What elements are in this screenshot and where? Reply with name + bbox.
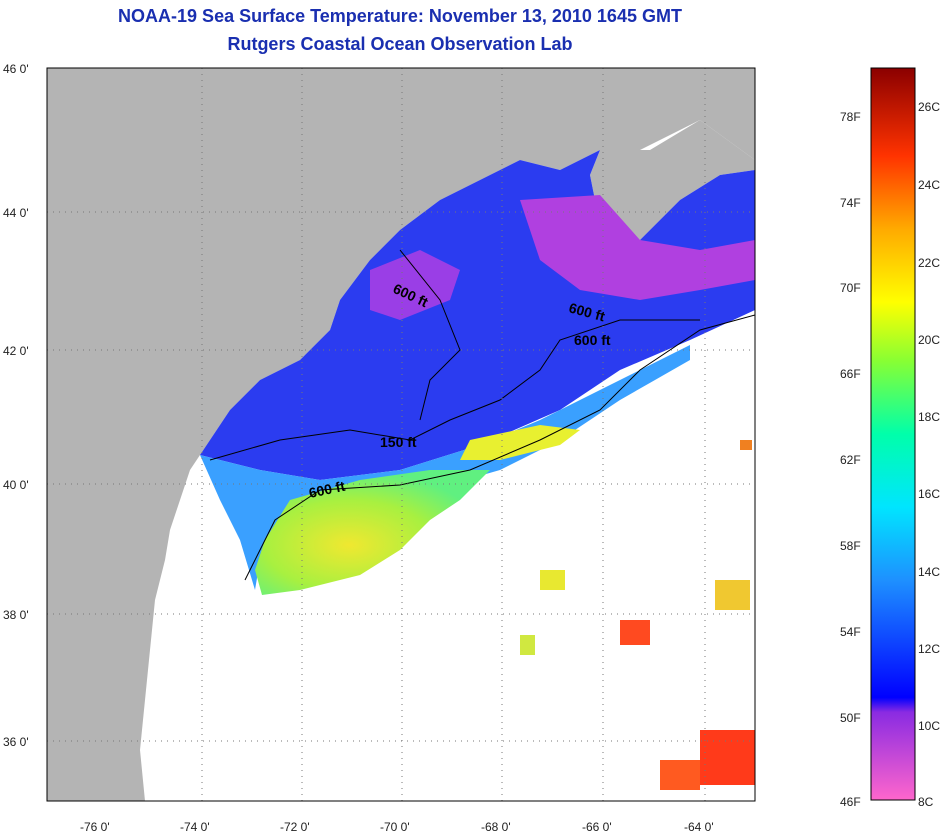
celsius-label: 24C	[918, 178, 940, 192]
celsius-label: 14C	[918, 565, 940, 579]
graticule	[47, 68, 755, 801]
fahrenheit-label: 46F	[840, 795, 861, 809]
fahrenheit-label: 70F	[840, 281, 861, 295]
warm-eddy-patches	[520, 440, 755, 790]
sst-warm-band	[460, 425, 580, 460]
celsius-label: 12C	[918, 642, 940, 656]
celsius-label: 22C	[918, 256, 940, 270]
fahrenheit-label: 50F	[840, 711, 861, 725]
celsius-label: 26C	[918, 100, 940, 114]
sst-warm-water	[255, 470, 490, 595]
lat-tick-label: 38 0'	[3, 608, 29, 622]
lon-tick-label: -64 0'	[684, 820, 714, 834]
celsius-label: 10C	[918, 719, 940, 733]
fahrenheit-label: 58F	[840, 539, 861, 553]
lon-tick-label: -66 0'	[582, 820, 612, 834]
sst-cool-patch-2	[370, 250, 460, 320]
celsius-label: 20C	[918, 333, 940, 347]
lon-tick-label: -74 0'	[180, 820, 210, 834]
lon-tick-label: -76 0'	[80, 820, 110, 834]
contour-label: 150 ft	[380, 434, 417, 450]
fahrenheit-label: 54F	[840, 625, 861, 639]
lat-tick-label: 36 0'	[3, 735, 29, 749]
land-mass	[47, 68, 755, 801]
fahrenheit-label: 78F	[840, 110, 861, 124]
sst-cold-water	[200, 150, 755, 480]
map-panel: 600 ft 600 ft 600 ft 150 ft 600 ft 46 0'…	[3, 62, 756, 834]
bathymetry-contours	[209, 249, 755, 581]
fahrenheit-label: 66F	[840, 367, 861, 381]
colorbar-gradient	[870, 67, 916, 801]
latitude-axis: 46 0' 44 0' 42 0' 40 0' 38 0' 36 0'	[3, 62, 29, 749]
lon-tick-label: -72 0'	[280, 820, 310, 834]
temperature-colorbar: 78F 74F 70F 66F 62F 58F 54F 50F 46F 26C …	[840, 67, 940, 809]
nova-scotia	[590, 120, 755, 250]
lat-tick-label: 42 0'	[3, 344, 29, 358]
celsius-label: 16C	[918, 487, 940, 501]
map-frame	[46, 67, 756, 802]
lat-tick-label: 40 0'	[3, 478, 29, 492]
celsius-label: 8C	[918, 795, 934, 809]
celsius-scale: 26C 24C 22C 20C 18C 16C 14C 12C 10C 8C	[918, 100, 940, 809]
map-title: NOAA-19 Sea Surface Temperature: Novembe…	[118, 6, 682, 26]
celsius-label: 18C	[918, 410, 940, 424]
map-subtitle: Rutgers Coastal Ocean Observation Lab	[227, 34, 573, 54]
lon-tick-label: -68 0'	[481, 820, 511, 834]
lon-tick-label: -70 0'	[380, 820, 410, 834]
lat-tick-label: 44 0'	[3, 206, 29, 220]
longitude-axis: -76 0' -74 0' -72 0' -70 0' -68 0' -66 0…	[80, 820, 714, 834]
fahrenheit-label: 62F	[840, 453, 861, 467]
contour-label: 600 ft	[307, 478, 346, 501]
contour-label: 600 ft	[574, 332, 611, 348]
sst-cool-patch	[520, 195, 755, 300]
fahrenheit-label: 74F	[840, 196, 861, 210]
lat-tick-label: 46 0'	[3, 62, 29, 76]
fahrenheit-scale: 78F 74F 70F 66F 62F 58F 54F 50F 46F	[840, 110, 861, 809]
sst-shelf-water	[200, 345, 690, 590]
